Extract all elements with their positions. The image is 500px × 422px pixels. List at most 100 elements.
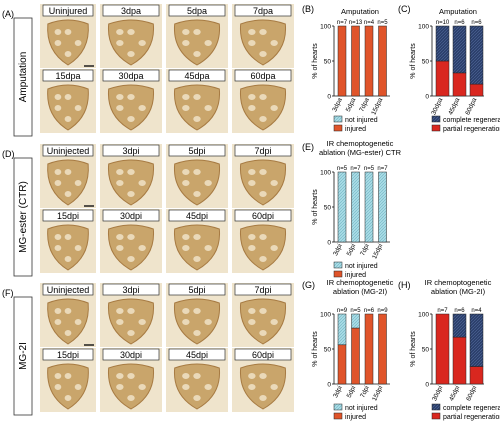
x-tick-label: 7dpa [358, 97, 371, 113]
y-axis-label: % of hearts [410, 331, 417, 367]
trabecular-gap [259, 234, 267, 240]
trabecular-gap [270, 180, 278, 186]
heart-image: Uninjected [40, 144, 96, 208]
image-label: 5dpi [188, 146, 205, 156]
image-label-box [234, 144, 292, 157]
x-tick-label: 60dpa [464, 97, 478, 117]
x-tick-label: 3dpi [332, 243, 344, 257]
bar-segment [469, 83, 484, 97]
heart-image: Uninjected [40, 283, 96, 347]
bar-segment [435, 25, 450, 62]
y-tick-label: 0 [327, 94, 331, 101]
trabecular-gap [193, 169, 201, 175]
trabecular-gap [204, 40, 212, 46]
n-label: n=5 [364, 166, 375, 172]
trabecular-gap [116, 234, 124, 240]
trabecular-gap [259, 94, 267, 100]
trabecular-gap [259, 29, 267, 35]
trabecular-gap [193, 191, 201, 197]
n-label: n=5 [377, 20, 388, 26]
trabecular-gap [116, 40, 124, 46]
trabecular-gap [193, 29, 201, 35]
x-tick-label: 60dpi [465, 385, 478, 402]
y-tick-label: 100 [418, 24, 429, 31]
trabecular-gap [54, 40, 62, 46]
x-tick-label: 3dpa [331, 97, 344, 113]
trabecular-gap [127, 373, 135, 379]
trabecular-gap [64, 373, 72, 379]
n-label: n=6 [364, 308, 375, 314]
chart-title: ablation (MG-ester) CTR [319, 148, 402, 157]
trabecular-gap [64, 169, 72, 175]
heart-image: 30dpi [100, 348, 162, 412]
trabecular-gap [248, 319, 256, 325]
trabecular-gap [193, 116, 201, 122]
bar-segment [378, 171, 387, 243]
x-tick-label: 45dpi [448, 385, 461, 402]
y-axis-label: % of hearts [410, 43, 417, 79]
n-label: n=7 [377, 166, 388, 172]
image-label-box [234, 283, 292, 296]
trabecular-gap [182, 29, 190, 35]
image-label: 45dpi [186, 350, 208, 360]
row-label: MG-ester (CTR) [18, 181, 29, 253]
legend-label: not injured [345, 263, 378, 270]
image-label-box [102, 209, 160, 222]
x-tick-label: 15dpa [370, 97, 384, 117]
bar-segment [337, 313, 347, 346]
trabecular-gap [248, 234, 256, 240]
trabecular-gap [204, 319, 212, 325]
image-label: 15dpi [57, 350, 79, 360]
legend-label: complete regeneration [443, 405, 500, 412]
image-label: 60dpi [252, 350, 274, 360]
row-label-box [13, 296, 33, 416]
trabecular-gap [204, 384, 212, 390]
image-label-box [42, 144, 94, 157]
y-tick-label: 50 [422, 59, 430, 66]
trabecular-gap [259, 373, 267, 379]
image-label: 7dpi [254, 146, 271, 156]
trabecular-gap [127, 94, 135, 100]
trabecular-gap [248, 180, 256, 186]
image-label: 15dpa [55, 71, 80, 81]
n-label: n=7 [437, 308, 448, 314]
x-tick-label: 5dpi [346, 385, 358, 399]
trabecular-gap [74, 319, 82, 325]
trabecular-gap [138, 245, 146, 251]
image-label: Uninjured [49, 6, 88, 16]
y-tick-label: 50 [422, 347, 430, 354]
trabecular-gap [116, 94, 124, 100]
trabecular-gap [64, 116, 72, 122]
heart-image: Uninjured [40, 4, 96, 68]
trabecular-gap [138, 319, 146, 325]
image-label-box [234, 69, 292, 82]
image-label-box [102, 69, 160, 82]
trabecular-gap [116, 169, 124, 175]
trabecular-gap [64, 191, 72, 197]
n-label: n=6 [471, 20, 482, 26]
heart-image: 45dpi [166, 209, 228, 273]
x-tick-label: 15dpi [371, 385, 384, 402]
x-tick-label: 30dpa [430, 97, 444, 117]
trabecular-gap [127, 191, 135, 197]
trabecular-gap [182, 308, 190, 314]
trabecular-gap [248, 105, 256, 111]
bar-segment [351, 171, 360, 243]
legend-label: partial regeneration [443, 414, 500, 421]
legend-label: not injured [345, 405, 378, 412]
legend-swatch [333, 115, 343, 123]
heart-image: 60dpi [232, 209, 294, 273]
trabecular-gap [182, 40, 190, 46]
bar-segment [452, 72, 467, 97]
trabecular-gap [193, 308, 201, 314]
bar-segment [469, 313, 484, 367]
bar-segment [378, 25, 387, 97]
heart-image: 30dpa [100, 69, 162, 133]
image-label: 15dpi [57, 211, 79, 221]
trabecular-gap [248, 308, 256, 314]
trabecular-gap [259, 191, 267, 197]
bar-segment [469, 25, 484, 85]
trabecular-gap [74, 105, 82, 111]
legend-swatch [333, 403, 343, 411]
image-label: 45dpi [186, 211, 208, 221]
